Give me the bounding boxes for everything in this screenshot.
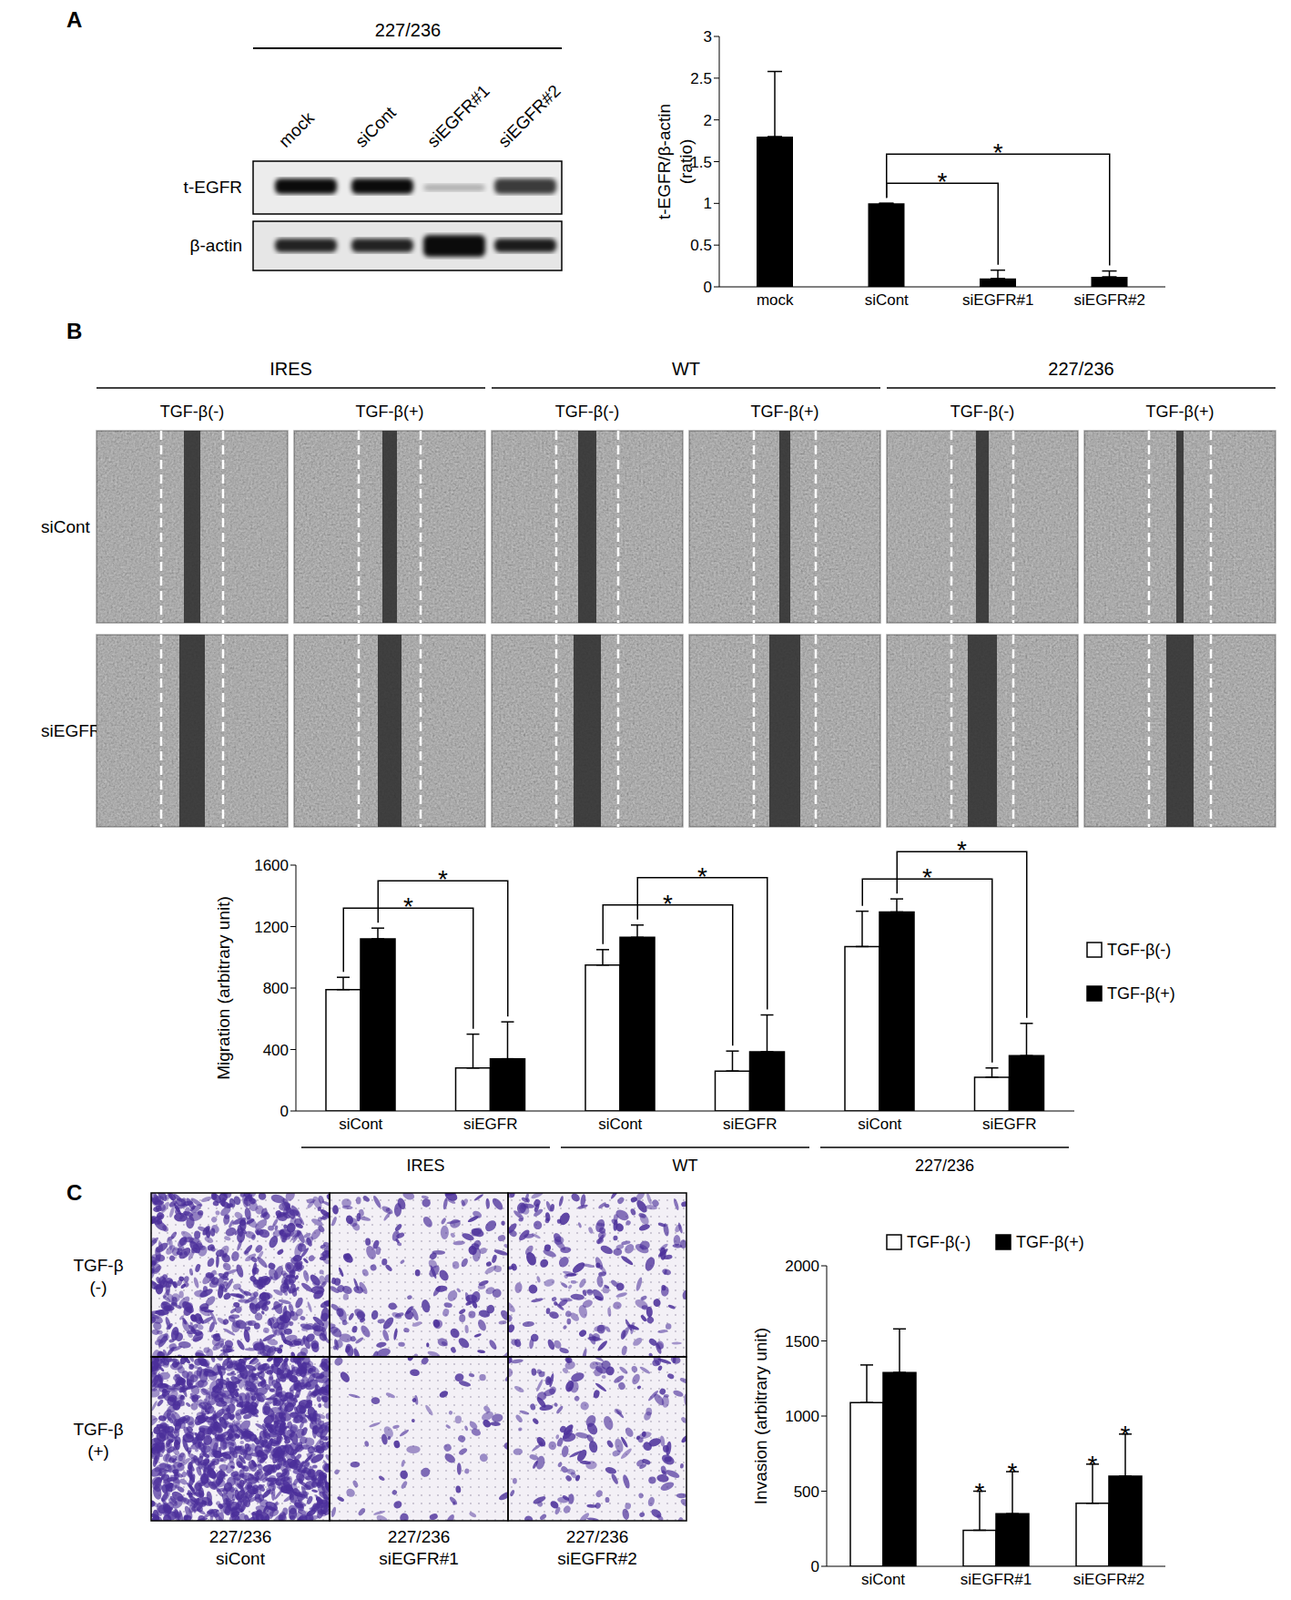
svg-text:(ratio): (ratio): [676, 139, 696, 185]
svg-text:A: A: [66, 7, 82, 32]
svg-text:*: *: [956, 835, 967, 865]
svg-text:*: *: [1120, 1420, 1131, 1449]
svg-text:siEGFR: siEGFR: [463, 1115, 519, 1133]
svg-text:TGF-β(+): TGF-β(+): [355, 402, 425, 421]
svg-text:siEGFR#2: siEGFR#2: [494, 81, 565, 152]
svg-text:800: 800: [263, 979, 289, 997]
svg-text:mock: mock: [756, 291, 794, 309]
svg-text:siCont: siCont: [40, 517, 92, 537]
svg-text:TGF-β(+): TGF-β(+): [1016, 1232, 1085, 1251]
svg-text:0: 0: [280, 1102, 289, 1120]
svg-text:*: *: [403, 892, 414, 921]
svg-text:1000: 1000: [784, 1407, 820, 1425]
svg-text:siCont: siCont: [864, 291, 909, 309]
svg-text:227/236: 227/236: [914, 1156, 975, 1175]
svg-text:TGF-β(-): TGF-β(-): [72, 1255, 123, 1297]
svg-text:siCont: siCont: [351, 101, 400, 151]
svg-text:1200: 1200: [254, 918, 289, 936]
svg-text:1500: 1500: [784, 1332, 820, 1351]
svg-text:2: 2: [703, 111, 712, 130]
svg-text:2000: 2000: [784, 1257, 820, 1275]
svg-text:*: *: [993, 138, 1004, 167]
svg-text:IRES: IRES: [406, 1156, 445, 1175]
svg-text:siEGFR: siEGFR: [722, 1115, 778, 1133]
svg-text:1.5: 1.5: [690, 153, 712, 172]
svg-text:227/236siEGFR#2: 227/236siEGFR#2: [557, 1526, 638, 1568]
svg-text:*: *: [922, 863, 933, 892]
svg-text:TGF-β(+): TGF-β(+): [751, 402, 820, 421]
svg-text:siEGFR#1: siEGFR#1: [960, 1570, 1032, 1588]
svg-text:B: B: [66, 318, 82, 344]
svg-text:*: *: [697, 862, 708, 891]
svg-text:1: 1: [703, 194, 712, 213]
svg-text:1600: 1600: [254, 856, 289, 875]
svg-text:227/236: 227/236: [375, 20, 441, 41]
svg-text:*: *: [662, 889, 673, 918]
svg-text:siEGFR#1: siEGFR#1: [423, 81, 494, 152]
svg-text:siCont: siCont: [857, 1115, 902, 1133]
svg-text:WT: WT: [671, 358, 701, 379]
svg-text:siEGFR#2: siEGFR#2: [1074, 291, 1146, 309]
svg-text:siEGFR#2: siEGFR#2: [1073, 1570, 1145, 1588]
svg-text:3: 3: [703, 28, 712, 46]
svg-text:227/236siCont: 227/236siCont: [209, 1526, 273, 1568]
svg-text:siEGFR#1: siEGFR#1: [962, 291, 1034, 309]
svg-text:TGF-β(-): TGF-β(-): [160, 402, 224, 421]
svg-text:0: 0: [811, 1557, 820, 1576]
svg-text:siEGFR: siEGFR: [982, 1115, 1037, 1133]
svg-text:TGF-β(+): TGF-β(+): [1107, 984, 1176, 1003]
svg-text:TGF-β(-): TGF-β(-): [1107, 940, 1171, 959]
svg-text:227/236siEGFR#1: 227/236siEGFR#1: [378, 1526, 459, 1568]
svg-text:WT: WT: [672, 1156, 699, 1175]
svg-text:Invasion (arbitrary unit): Invasion (arbitrary unit): [751, 1327, 771, 1505]
svg-text:*: *: [1007, 1457, 1018, 1486]
svg-text:TGF-β(-): TGF-β(-): [950, 402, 1015, 421]
svg-text:*: *: [975, 1477, 986, 1506]
svg-text:*: *: [1087, 1450, 1098, 1479]
svg-text:2.5: 2.5: [690, 70, 712, 88]
svg-text:TGF-β(+): TGF-β(+): [1146, 402, 1215, 421]
svg-text:*: *: [437, 864, 448, 894]
svg-text:IRES: IRES: [269, 358, 313, 379]
svg-text:Migration (arbitrary unit): Migration (arbitrary unit): [213, 895, 234, 1080]
svg-text:t-EGFR: t-EGFR: [183, 177, 243, 197]
svg-text:mock: mock: [274, 108, 318, 152]
svg-text:siCont: siCont: [338, 1115, 383, 1133]
svg-text:227/236: 227/236: [1047, 358, 1114, 379]
svg-text:*: *: [937, 167, 948, 196]
svg-text:TGF-β(-): TGF-β(-): [906, 1232, 971, 1251]
svg-text:siCont: siCont: [861, 1570, 905, 1588]
svg-text:0: 0: [703, 278, 712, 296]
svg-text:β-actin: β-actin: [190, 235, 243, 255]
svg-text:C: C: [66, 1179, 82, 1205]
svg-text:TGF-β(-): TGF-β(-): [555, 402, 620, 421]
svg-text:500: 500: [793, 1483, 820, 1501]
svg-text:TGF-β(+): TGF-β(+): [72, 1419, 123, 1461]
svg-text:400: 400: [263, 1041, 289, 1059]
svg-text:siEGFR: siEGFR: [40, 721, 102, 741]
svg-text:0.5: 0.5: [690, 236, 712, 255]
svg-text:t-EGFR/β-actin: t-EGFR/β-actin: [654, 103, 674, 220]
svg-text:siCont: siCont: [598, 1115, 642, 1133]
